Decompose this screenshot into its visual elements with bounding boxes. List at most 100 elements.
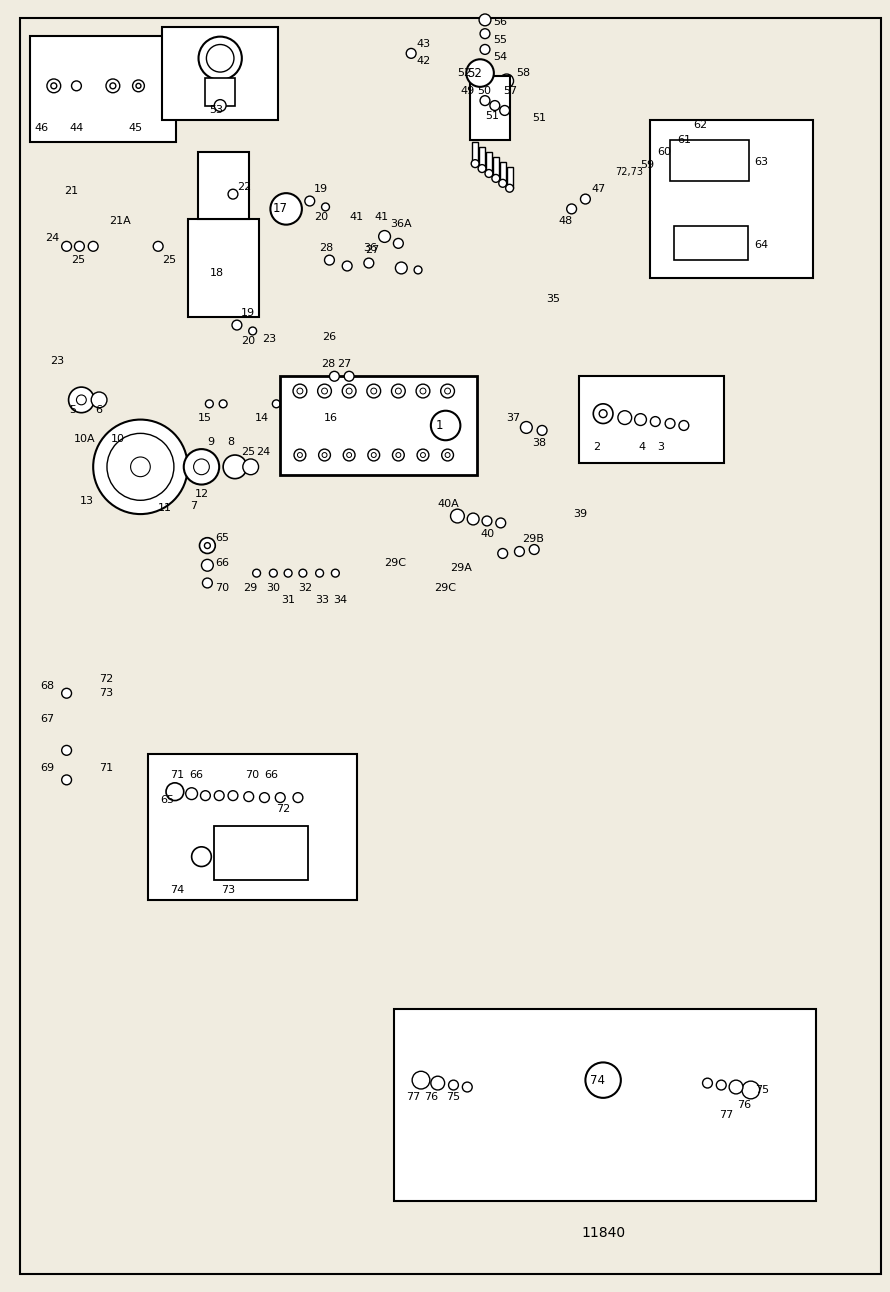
- Circle shape: [538, 425, 547, 435]
- Circle shape: [498, 180, 506, 187]
- Circle shape: [742, 1081, 760, 1098]
- Text: 48: 48: [559, 216, 573, 226]
- Bar: [149, 755, 357, 901]
- Text: 47: 47: [591, 185, 605, 194]
- Text: 44: 44: [69, 123, 84, 133]
- Text: 63: 63: [755, 156, 769, 167]
- Text: 52: 52: [466, 67, 481, 80]
- Bar: [206, 78, 235, 106]
- Circle shape: [651, 416, 660, 426]
- Text: 柴发动力: 柴发动力: [693, 1004, 749, 1048]
- Bar: [394, 1009, 816, 1202]
- Circle shape: [679, 421, 689, 430]
- Text: Diesel-Engines: Diesel-Engines: [282, 495, 432, 592]
- Text: 21A: 21A: [109, 216, 131, 226]
- Text: Diesel-Engines: Diesel-Engines: [410, 742, 560, 839]
- Text: Diesel-Engines: Diesel-Engines: [312, 199, 461, 297]
- Circle shape: [223, 455, 247, 478]
- Text: 柴发动力: 柴发动力: [664, 167, 720, 212]
- Text: 42: 42: [417, 57, 431, 66]
- Bar: [470, 76, 510, 140]
- Text: 45: 45: [129, 123, 142, 133]
- Text: 20: 20: [241, 336, 255, 346]
- Text: 54: 54: [493, 52, 507, 62]
- Circle shape: [214, 791, 224, 801]
- Text: 30: 30: [266, 583, 280, 593]
- Text: 31: 31: [281, 594, 295, 605]
- Text: 61: 61: [677, 134, 691, 145]
- Circle shape: [228, 791, 238, 801]
- Text: Diesel-Engines: Diesel-Engines: [59, 96, 202, 204]
- Bar: [30, 36, 176, 142]
- Circle shape: [346, 388, 352, 394]
- Circle shape: [702, 1078, 712, 1088]
- Text: 51: 51: [532, 114, 546, 123]
- Circle shape: [492, 174, 500, 182]
- Text: 10A: 10A: [74, 434, 95, 444]
- Text: 2: 2: [594, 442, 601, 452]
- Circle shape: [392, 384, 405, 398]
- Circle shape: [618, 411, 632, 425]
- Circle shape: [392, 450, 404, 461]
- Text: 8: 8: [227, 437, 234, 447]
- Text: 57: 57: [503, 85, 517, 96]
- Circle shape: [284, 570, 292, 578]
- Circle shape: [364, 258, 374, 267]
- Text: 11: 11: [158, 503, 172, 513]
- Circle shape: [106, 79, 120, 93]
- Text: 17: 17: [272, 203, 287, 216]
- Circle shape: [414, 266, 422, 274]
- Circle shape: [299, 570, 307, 578]
- Text: 32: 32: [298, 583, 312, 593]
- Circle shape: [500, 106, 510, 115]
- Circle shape: [498, 549, 507, 558]
- Circle shape: [318, 384, 331, 398]
- Circle shape: [206, 401, 214, 408]
- Circle shape: [478, 164, 486, 173]
- Circle shape: [47, 79, 61, 93]
- Text: 75: 75: [755, 1085, 769, 1096]
- Circle shape: [343, 384, 356, 398]
- Circle shape: [635, 413, 646, 425]
- Circle shape: [214, 99, 226, 111]
- Circle shape: [88, 242, 98, 251]
- Text: Diesel-Engines: Diesel-Engines: [578, 101, 727, 199]
- Bar: [188, 218, 259, 318]
- Circle shape: [479, 14, 491, 26]
- Text: 27: 27: [337, 359, 352, 370]
- Text: 66: 66: [264, 770, 279, 780]
- Text: 66: 66: [215, 558, 230, 568]
- Text: 27: 27: [365, 245, 379, 256]
- Circle shape: [344, 371, 354, 381]
- Text: 66: 66: [190, 770, 204, 780]
- Text: 1: 1: [436, 419, 443, 432]
- Text: 24: 24: [256, 447, 271, 457]
- Circle shape: [272, 401, 280, 408]
- Bar: [280, 376, 477, 474]
- Text: 36: 36: [363, 243, 377, 253]
- Circle shape: [61, 689, 71, 698]
- Circle shape: [244, 792, 254, 801]
- Circle shape: [202, 578, 213, 588]
- Text: 76: 76: [424, 1092, 438, 1102]
- Circle shape: [270, 570, 278, 578]
- Circle shape: [420, 452, 425, 457]
- Circle shape: [506, 185, 514, 193]
- Circle shape: [445, 388, 450, 394]
- Text: 4: 4: [638, 442, 645, 452]
- Text: 柴发动力: 柴发动力: [142, 165, 198, 213]
- Circle shape: [61, 242, 71, 251]
- Circle shape: [496, 518, 506, 528]
- Circle shape: [480, 96, 490, 106]
- Text: 25: 25: [162, 255, 176, 265]
- Circle shape: [347, 452, 352, 457]
- Text: 23: 23: [50, 357, 64, 367]
- Text: 柴发动力: 柴发动力: [732, 758, 789, 802]
- Text: 13: 13: [79, 496, 93, 506]
- Text: 59: 59: [641, 160, 655, 169]
- Circle shape: [71, 81, 81, 90]
- Circle shape: [412, 1071, 430, 1089]
- Text: 21: 21: [64, 186, 77, 196]
- Circle shape: [471, 160, 479, 168]
- Circle shape: [530, 545, 539, 554]
